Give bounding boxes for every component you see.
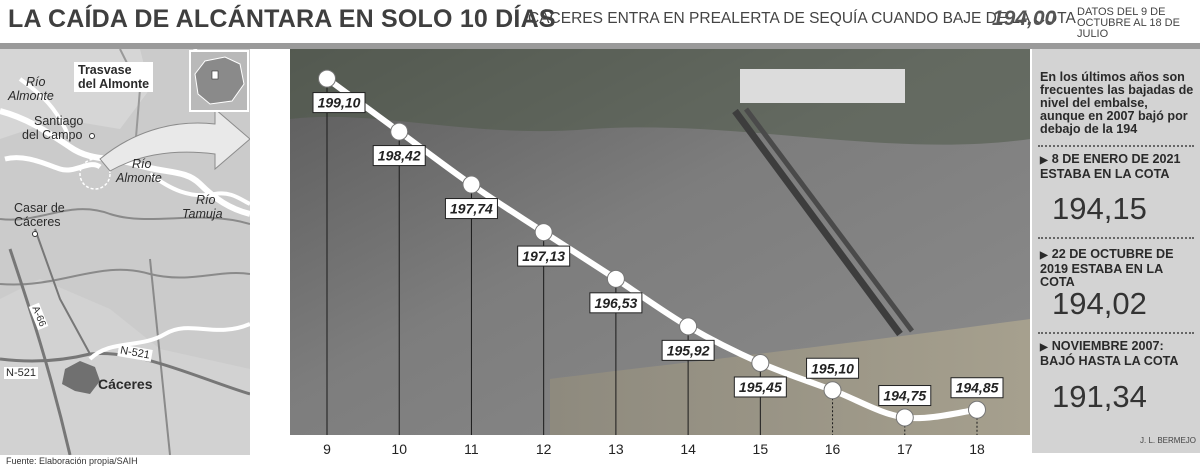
x-tick-label: 17 [897, 441, 913, 457]
x-tick-label: 11 [464, 441, 479, 457]
value-label-box [661, 339, 715, 361]
fact-heading-text: NOVIEMBRE 2007: BAJÓ HASTA LA COTA [1040, 339, 1179, 368]
road-label-n521-left: N-521 [4, 367, 38, 379]
fact-heading: ▶ 8 DE ENERO DE 2021 ESTABA EN LA COTA [1040, 152, 1200, 181]
trasvase-label: Trasvase del Almonte [74, 62, 154, 92]
panel-divider [1038, 237, 1194, 239]
dam-building [740, 69, 905, 103]
facts-panel: En los últimos años son frecuentes las b… [1032, 49, 1200, 453]
river-label-tamuja-2: Tamuja [182, 207, 223, 221]
x-tick-label: 13 [608, 441, 624, 457]
x-tick-label: 18 [969, 441, 985, 457]
fact-heading-text: 22 DE OCTUBRE DE 2019 ESTABA EN LA COTA [1040, 247, 1174, 289]
value-label-box [444, 198, 498, 220]
data-point [751, 353, 770, 372]
line-chart: 199,10 198,42 197,74 197,13 196,53 195,92 195,… [290, 49, 1030, 467]
value-label: 196,53 [594, 295, 637, 311]
panel-divider [1038, 332, 1194, 334]
river-label-almonte-top-2: Almonte [8, 89, 54, 103]
page-subtitle: CÁCERES ENTRA EN PREALERTA DE SEQUÍA CUA… [528, 10, 1076, 27]
town-label-santiago: Santiago [34, 114, 84, 128]
triangle-bullet-icon: ▶ [1040, 250, 1048, 261]
data-point [390, 122, 409, 141]
value-label: 195,92 [667, 342, 710, 358]
river-label-almonte-mid-2: Almonte [116, 171, 162, 185]
data-point [679, 317, 698, 336]
data-point [895, 408, 914, 427]
author-credit: J. L. BERMEJO [1140, 436, 1197, 445]
value-label: 198,42 [378, 148, 421, 164]
river-label-almonte-top: Río [26, 75, 46, 89]
value-label: 197,13 [522, 248, 565, 264]
fact-heading-text: 8 DE ENERO DE 2021 ESTABA EN LA COTA [1040, 152, 1181, 181]
header: LA CAÍDA DE ALCÁNTARA EN SOLO 10 DÍAS CÁ… [0, 0, 1200, 44]
threshold-value: 194,00 [992, 7, 1057, 30]
map-graphic [0, 49, 250, 455]
value-label-box [806, 357, 860, 379]
data-point [462, 175, 481, 194]
town-label-casar: Casar de [14, 201, 65, 215]
value-label: 197,74 [450, 201, 493, 217]
river-label-almonte-mid: Río [132, 157, 152, 171]
value-label-box [878, 385, 932, 407]
value-label-box [733, 376, 787, 398]
fact-value: 191,34 [1052, 379, 1147, 414]
value-label-box [312, 92, 366, 114]
town-label-casar-2: Cáceres [14, 215, 61, 229]
fact-heading: ▶ 22 DE OCTUBRE DE 2019 ESTABA EN LA COTA [1040, 247, 1200, 290]
data-point [318, 69, 336, 88]
date-range-note: DATOS DEL 9 DE OCTUBRE AL 18 DE JULIO [1077, 6, 1180, 40]
triangle-bullet-icon: ▶ [1040, 155, 1048, 166]
header-divider [0, 43, 1200, 49]
town-label-santiago-2: del Campo [22, 128, 83, 142]
river-label-tamuja: Río [196, 193, 216, 207]
value-label-box [950, 377, 1004, 399]
value-label: 195,45 [739, 379, 782, 395]
panel-divider [1038, 145, 1194, 147]
data-point [534, 223, 553, 242]
data-point [606, 269, 625, 288]
source-note: Fuente: Elaboración propia/SAIH [6, 456, 138, 466]
x-tick-label: 10 [391, 441, 407, 457]
trasvase-label-line1: Trasvase [78, 63, 132, 77]
data-point [968, 400, 986, 419]
page-title: LA CAÍDA DE ALCÁNTARA EN SOLO 10 DÍAS [8, 5, 556, 33]
value-label: 199,10 [318, 95, 361, 111]
fact-value: 194,15 [1052, 191, 1147, 226]
panel-intro: En los últimos años son frecuentes las b… [1040, 70, 1194, 136]
chart-area: 199,10 198,42 197,74 197,13 196,53 195,92 195,… [290, 49, 1030, 467]
value-label: 194,85 [956, 380, 999, 396]
city-label-caceres: Cáceres [98, 376, 153, 392]
x-tick-label: 14 [680, 441, 696, 457]
x-tick-label: 16 [825, 441, 841, 457]
value-label-box [517, 245, 571, 267]
data-point [823, 381, 842, 400]
fact-value: 194,02 [1052, 286, 1147, 321]
value-label: 194,75 [883, 388, 926, 404]
triangle-bullet-icon: ▶ [1040, 342, 1048, 353]
x-tick-label: 9 [323, 441, 331, 457]
x-tick-label: 12 [536, 441, 552, 457]
fact-heading: ▶ NOVIEMBRE 2007: BAJÓ HASTA LA COTA [1040, 339, 1200, 368]
value-label-box [372, 145, 426, 167]
value-label-box [589, 292, 643, 314]
location-map: Río Almonte Trasvase del Almonte Santiago… [0, 49, 250, 455]
x-tick-label: 15 [753, 441, 769, 457]
trasvase-label-line2: del Almonte [78, 77, 150, 91]
value-label: 195,10 [811, 360, 854, 376]
